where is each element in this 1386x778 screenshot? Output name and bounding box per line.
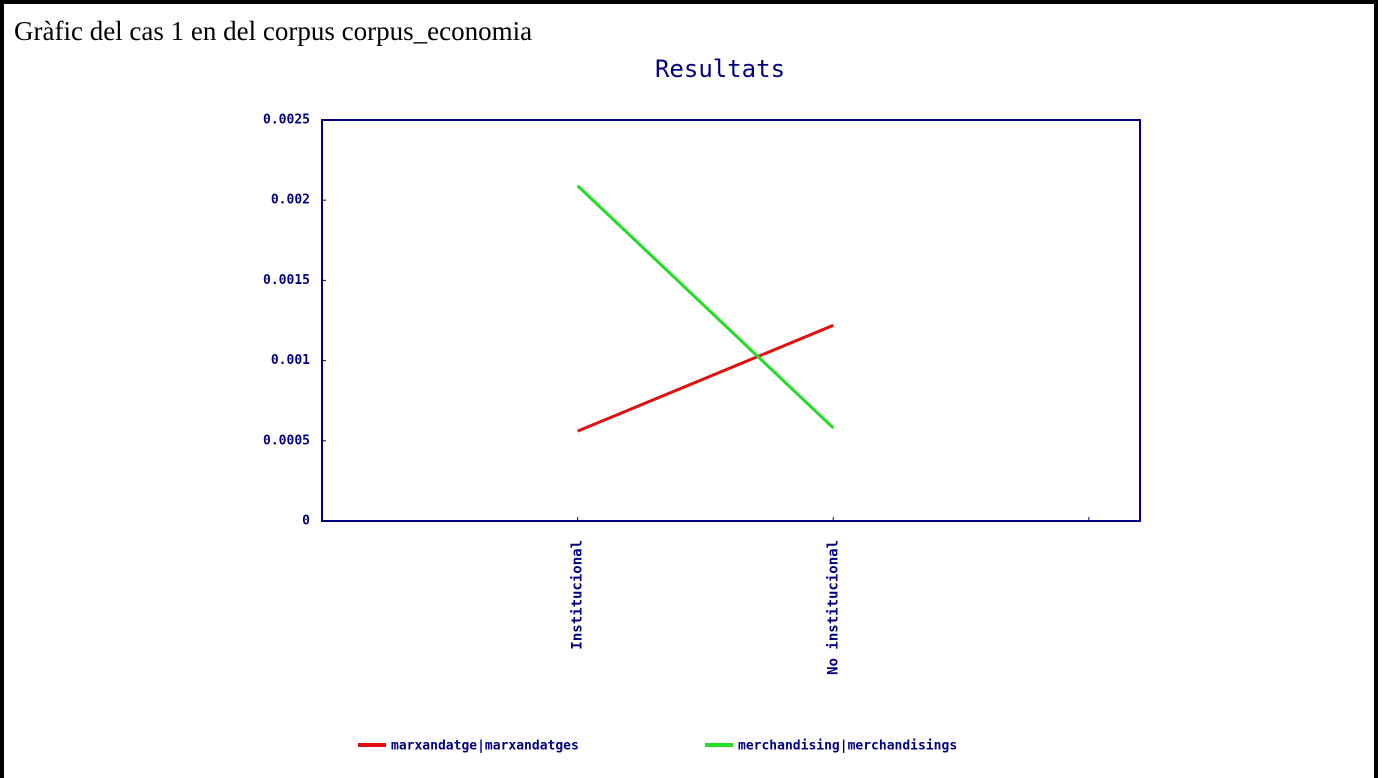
- y-tick-label: 0.001: [271, 353, 310, 368]
- page-title: Gràfic del cas 1 en del corpus corpus_ec…: [14, 16, 533, 46]
- y-tick-label: 0: [302, 514, 310, 529]
- y-tick-label: 0.0005: [263, 433, 310, 448]
- x-tick-label: No institucional: [825, 540, 841, 675]
- x-tick-label: Institucional: [570, 540, 586, 650]
- legend-label: marxandatge|marxandatges: [391, 739, 579, 754]
- series-line: [577, 323, 834, 433]
- y-tick-label: 0.0015: [263, 273, 310, 288]
- legend-label: merchandising|merchandisings: [738, 739, 957, 754]
- y-tick-label: 0.002: [271, 193, 310, 208]
- series-line: [576, 184, 835, 430]
- chart-title: Resultats: [655, 55, 785, 83]
- y-tick-label: 0.0025: [263, 113, 310, 128]
- plot-frame: [321, 119, 1141, 522]
